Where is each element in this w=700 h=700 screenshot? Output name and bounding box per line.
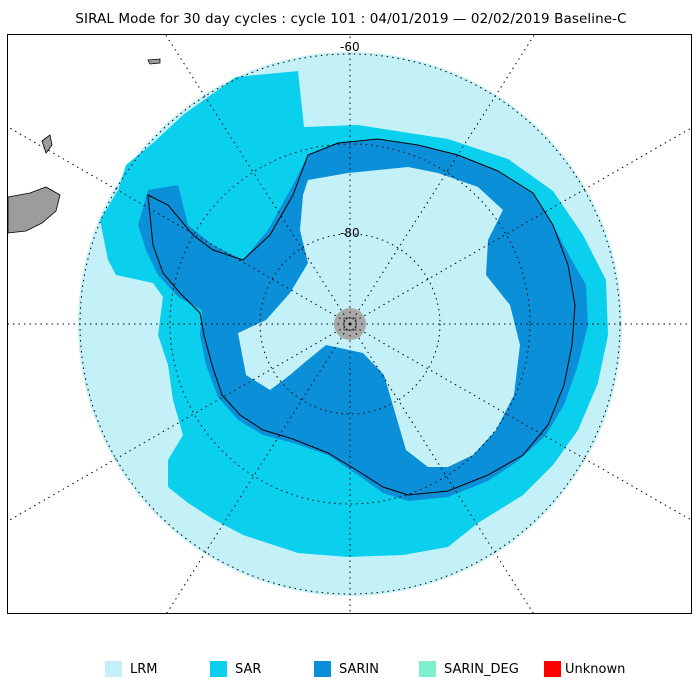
legend: LRM SAR SARIN SARIN_DEG Unknown — [0, 660, 700, 680]
land-south-america — [8, 186, 61, 234]
legend-swatch-unknown — [544, 661, 561, 677]
legend-item-lrm: LRM — [105, 660, 158, 678]
legend-label-sarin-deg: SARIN_DEG — [444, 661, 519, 677]
legend-label-sarin: SARIN — [339, 661, 379, 677]
lrm-interior — [238, 167, 520, 467]
legend-item-sarin-deg: SARIN_DEG — [419, 660, 519, 678]
graticule-lat-70 — [169, 143, 531, 505]
legend-label-sar: SAR — [235, 661, 262, 677]
legend-item-sarin: SARIN — [314, 660, 379, 678]
graticule-lat-80 — [259, 233, 441, 415]
coastline — [147, 138, 576, 496]
land-island — [147, 58, 161, 65]
lat-label-80: -80 — [340, 226, 360, 240]
legend-label-unknown: Unknown — [565, 661, 626, 677]
legend-item-sar: SAR — [210, 660, 261, 678]
legend-swatch-sarin-deg — [419, 661, 436, 677]
map-title: SIRAL Mode for 30 day cycles : cycle 101… — [75, 11, 627, 27]
legend-swatch-sar — [210, 661, 227, 677]
land-island — [41, 134, 53, 154]
map-frame: -60 -80 — [7, 34, 692, 614]
graticule-meridians — [8, 35, 691, 613]
legend-label-lrm: LRM — [130, 661, 158, 677]
lat-label-60: -60 — [340, 40, 360, 54]
legend-item-unknown: Unknown — [544, 660, 625, 678]
polar-map: -60 -80 — [8, 35, 691, 613]
legend-swatch-lrm — [105, 661, 122, 677]
legend-swatch-sarin — [314, 661, 331, 677]
